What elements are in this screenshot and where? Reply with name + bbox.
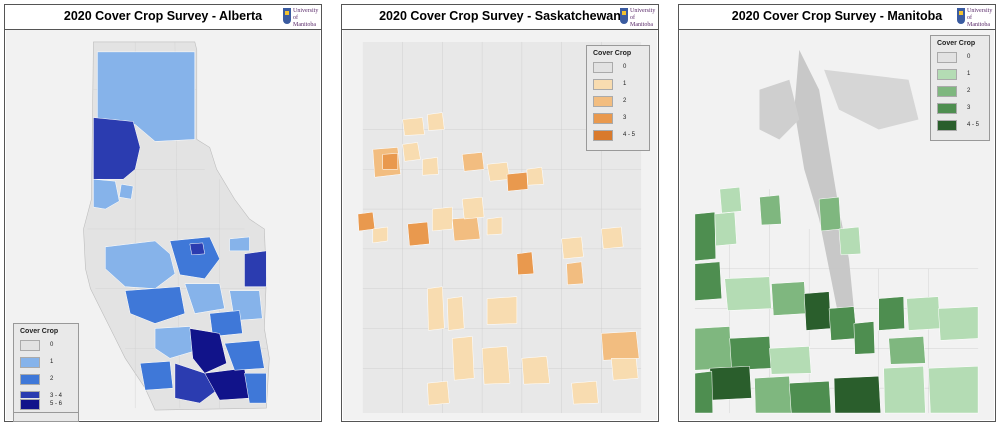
manitoba-legend-title: Cover Crop — [937, 40, 976, 47]
legend-swatch — [593, 62, 613, 73]
manitoba-map — [680, 30, 994, 420]
legend-item: 1 — [587, 76, 649, 93]
alberta-map-panel: 2020 Cover Crop Survey - Alberta Univers… — [4, 4, 322, 422]
university-logo: University of Manitoba — [957, 7, 992, 28]
legend-swatch — [593, 79, 613, 90]
saskatchewan-legend: Cover Crop 0 1 2 3 4 - 5 — [586, 45, 650, 151]
saskatchewan-map-title: 2020 Cover Crop Survey - Saskatchewan — [379, 9, 621, 23]
legend-item: 3 — [931, 100, 989, 117]
alberta-title-bar: 2020 Cover Crop Survey - Alberta Univers… — [5, 5, 321, 30]
legend-swatch — [937, 120, 957, 131]
legend-item: 0 — [14, 337, 78, 354]
legend-item: 3 — [587, 110, 649, 127]
crest-icon — [620, 8, 628, 24]
legend-item: 2 — [14, 371, 78, 388]
legend-item: 1 — [14, 354, 78, 371]
saskatchewan-title-bar: 2020 Cover Crop Survey - Saskatchewan Un… — [342, 5, 658, 30]
manitoba-title-bar: 2020 Cover Crop Survey - Manitoba Univer… — [679, 5, 995, 30]
legend-swatch — [593, 96, 613, 107]
legend-swatch — [20, 357, 40, 368]
legend-item: 2 — [587, 93, 649, 110]
legend-item: 4 - 5 — [587, 127, 649, 144]
legend-swatch — [937, 52, 957, 63]
legend-swatch — [593, 130, 613, 141]
crest-icon — [957, 8, 965, 24]
saskatchewan-legend-title: Cover Crop — [593, 50, 632, 57]
legend-swatch — [20, 340, 40, 351]
legend-swatch — [20, 374, 40, 385]
legend-item: 0 — [587, 59, 649, 76]
university-logo: University of Manitoba — [620, 7, 655, 28]
manitoba-map-panel: 2020 Cover Crop Survey - Manitoba Univer… — [678, 4, 996, 422]
legend-swatch — [593, 113, 613, 124]
saskatchewan-map-panel: 2020 Cover Crop Survey - Saskatchewan Un… — [341, 4, 659, 422]
legend-item: 5 - 6 — [14, 398, 78, 412]
alberta-map — [6, 30, 320, 420]
legend-item: 0 — [931, 49, 989, 66]
legend-item: 1 — [931, 66, 989, 83]
alberta-map-title: 2020 Cover Crop Survey - Alberta — [63, 9, 263, 23]
university-logo: University of Manitoba — [283, 7, 318, 28]
saskatchewan-map — [343, 30, 657, 420]
legend-swatch — [937, 103, 957, 114]
legend-swatch — [937, 86, 957, 97]
legend-swatch — [20, 399, 40, 410]
manitoba-legend: Cover Crop 0 1 2 3 4 - 5 — [930, 35, 990, 141]
alberta-legend-extra: 5 - 6 — [13, 398, 79, 413]
legend-item: 4 - 5 — [931, 117, 989, 134]
legend-swatch — [937, 69, 957, 80]
manitoba-map-title: 2020 Cover Crop Survey - Manitoba — [731, 9, 943, 23]
alberta-legend-title: Cover Crop — [20, 328, 59, 335]
legend-item: 2 — [931, 83, 989, 100]
crest-icon — [283, 8, 291, 24]
